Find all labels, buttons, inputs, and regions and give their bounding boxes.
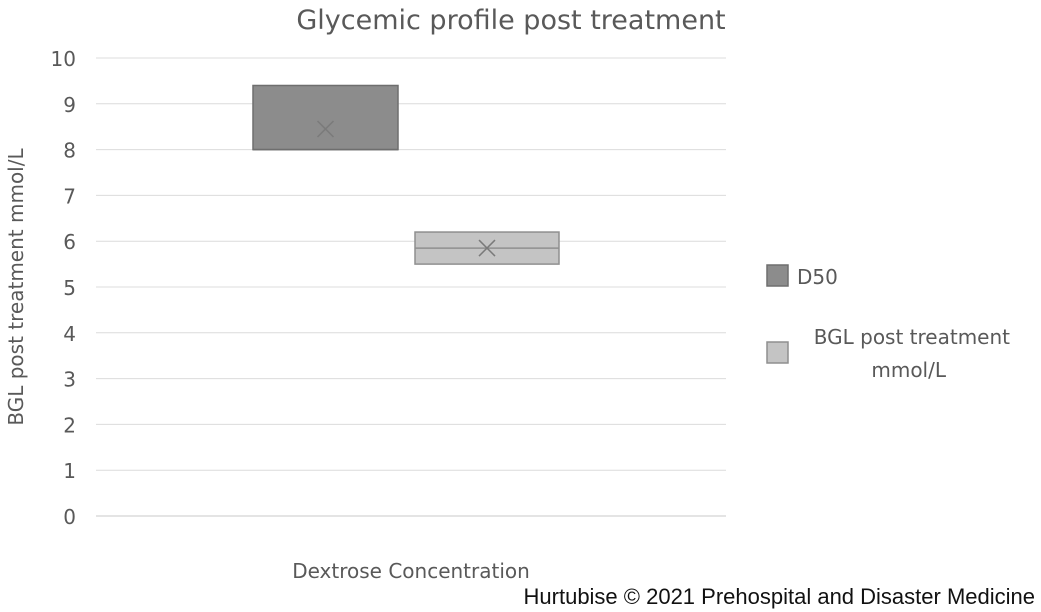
box-series: [252, 84, 560, 265]
mean-marker-1: [316, 120, 335, 138]
box-1: [252, 84, 399, 151]
legend-label-2-line-1: BGL post treatment: [814, 325, 1010, 349]
legend-swatch-2: [766, 341, 789, 364]
gridlines: [96, 57, 726, 517]
y-tick-label: 0: [63, 505, 76, 529]
x-axis-label: Dextrose Concentration: [292, 559, 530, 583]
mean-marker-2: [478, 239, 496, 257]
y-tick-label: 2: [63, 413, 76, 437]
y-tick-label: 9: [63, 93, 76, 117]
y-tick-label: 1: [63, 459, 76, 483]
y-tick-label: 6: [63, 230, 76, 254]
y-tick-label: 10: [51, 47, 76, 71]
legend-label-1: D50: [797, 265, 838, 289]
legend: D50 BGL post treatment mmol/L: [766, 264, 1010, 382]
chart-title: Glycemic profile post treatment: [296, 5, 725, 36]
y-axis-label: BGL post treatment mmol/L: [4, 148, 28, 426]
credit-line: Hurtubise © 2021 Prehospital and Disaste…: [523, 584, 1035, 609]
y-tick-label: 8: [63, 139, 76, 163]
legend-swatch-1: [766, 264, 789, 287]
y-tick-label: 3: [63, 368, 76, 392]
y-tick-label: 4: [63, 322, 76, 346]
y-axis-ticks: 0 1 2 3 4 5 6 7 8 9 10: [51, 47, 76, 529]
y-tick-label: 7: [63, 184, 76, 208]
y-tick-label: 5: [63, 276, 76, 300]
legend-label-2-line-2: mmol/L: [871, 358, 946, 382]
